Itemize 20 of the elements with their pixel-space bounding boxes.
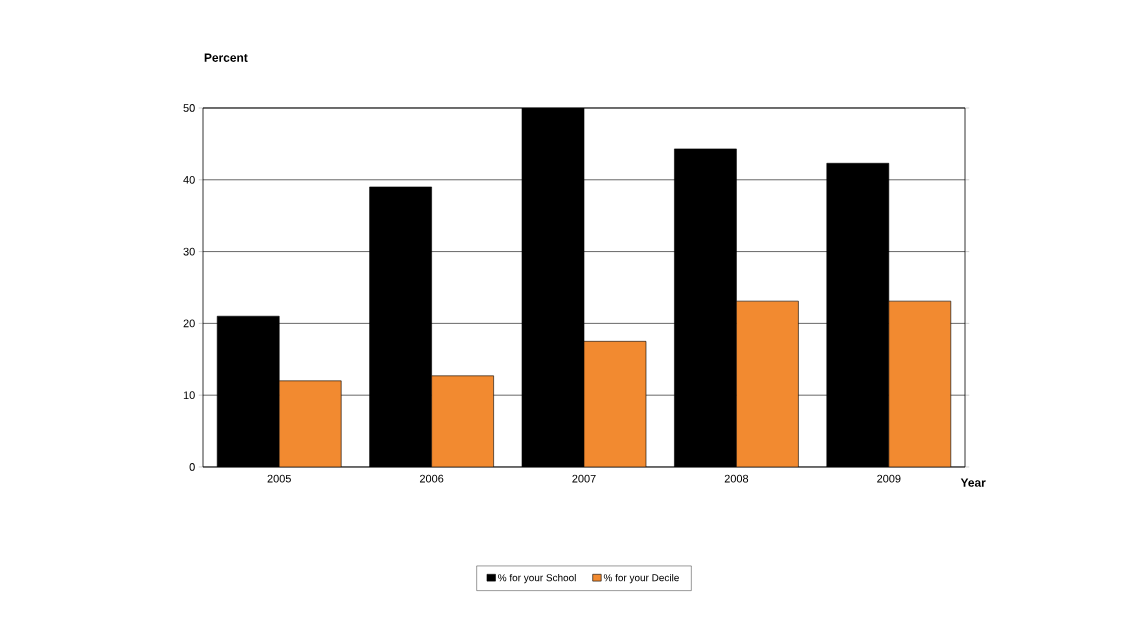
x-tick-label: 2005	[267, 474, 291, 483]
bar	[583, 341, 647, 467]
y-axis-title: Percent	[204, 53, 248, 62]
bar	[278, 380, 342, 467]
x-tick-label: 2006	[419, 474, 444, 483]
legend-label: % for your Decile	[603, 573, 679, 584]
y-tick-label: 10	[183, 391, 195, 400]
y-tick-label: 20	[183, 319, 195, 328]
x-tick-label: 2007	[572, 474, 596, 483]
legend-label: % for your School	[498, 573, 576, 584]
bar	[888, 300, 952, 467]
bar	[736, 300, 799, 467]
bar	[431, 375, 494, 467]
y-tick-label: 30	[183, 247, 195, 256]
y-tick-label: 40	[183, 175, 195, 184]
x-tick-label: 2008	[724, 474, 749, 483]
y-tick-label: 50	[183, 104, 195, 112]
x-axis-title: Year	[960, 478, 986, 487]
y-tick-label: 0	[189, 463, 195, 471]
x-tick-label: 2009	[877, 474, 901, 483]
